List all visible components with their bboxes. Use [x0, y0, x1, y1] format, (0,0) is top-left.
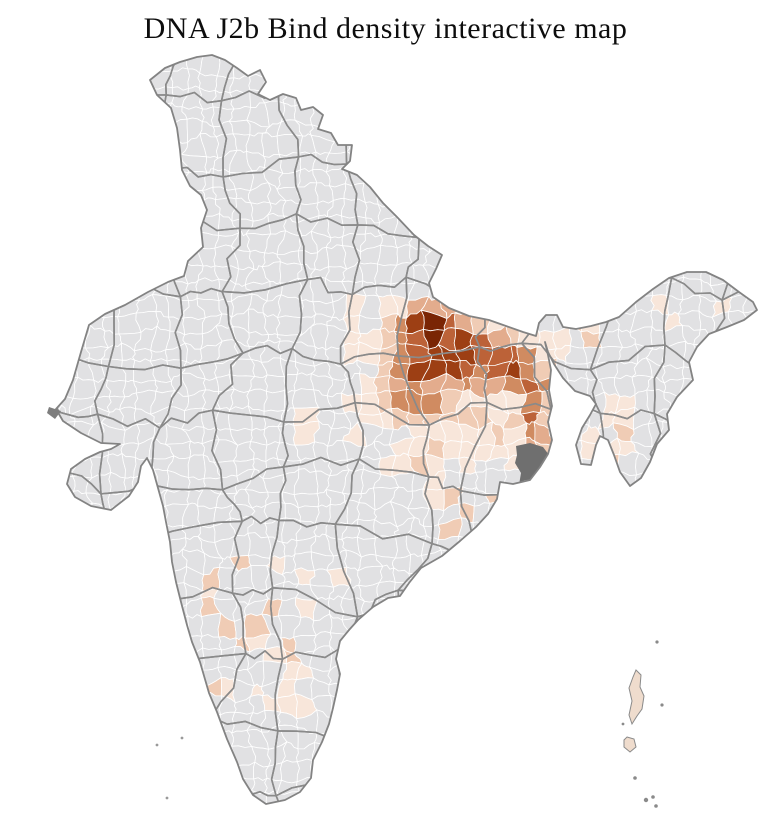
island-speck [643, 797, 649, 803]
lakshadweep-speck [165, 796, 169, 800]
lakshadweep-speck [180, 736, 184, 740]
island-speck [633, 776, 637, 780]
island-speck [651, 795, 655, 799]
andaman-island [623, 736, 637, 753]
andaman-island [628, 669, 645, 726]
rann-patch [47, 407, 61, 419]
map-title: DNA J2b Bind density interactive map [143, 12, 628, 45]
island-speck [655, 640, 659, 644]
island-speck [654, 804, 658, 808]
islands-layer[interactable] [47, 407, 664, 808]
island-speck [621, 722, 625, 726]
island-speck [660, 703, 664, 707]
india-outline [55, 54, 758, 805]
lakshadweep-speck [155, 743, 159, 747]
river-delta-patch [515, 443, 549, 487]
